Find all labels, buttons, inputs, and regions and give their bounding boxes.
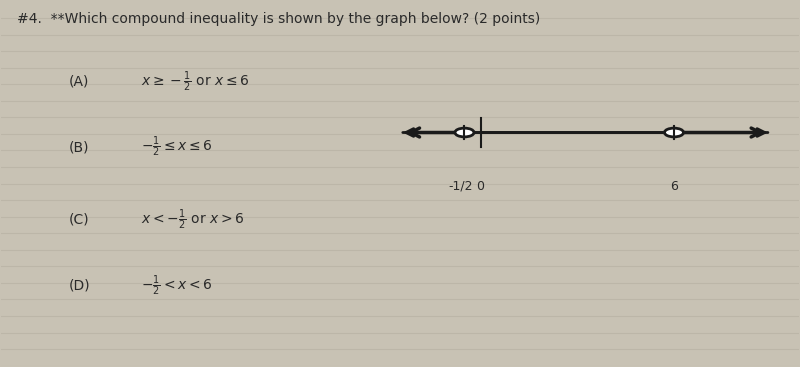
Text: #4.  **Which compound inequality is shown by the graph below? (2 points): #4. **Which compound inequality is shown… [18, 12, 541, 26]
Text: 6: 6 [670, 180, 678, 193]
Text: -1/2: -1/2 [448, 180, 473, 193]
Circle shape [665, 128, 683, 137]
Text: (D): (D) [69, 279, 90, 292]
Circle shape [455, 128, 474, 137]
Text: $x < -\frac{1}{2}$ or $x > 6$: $x < -\frac{1}{2}$ or $x > 6$ [141, 208, 244, 232]
Text: (C): (C) [69, 213, 90, 227]
Text: $x \geq -\frac{1}{2}$ or $x \leq 6$: $x \geq -\frac{1}{2}$ or $x \leq 6$ [141, 69, 250, 94]
Text: (B): (B) [69, 140, 90, 154]
Text: $-\frac{1}{2} < x < 6$: $-\frac{1}{2} < x < 6$ [141, 273, 213, 298]
Text: (A): (A) [69, 75, 90, 88]
Text: $-\frac{1}{2} \leq x \leq 6$: $-\frac{1}{2} \leq x \leq 6$ [141, 135, 213, 159]
Text: 0: 0 [477, 180, 485, 193]
